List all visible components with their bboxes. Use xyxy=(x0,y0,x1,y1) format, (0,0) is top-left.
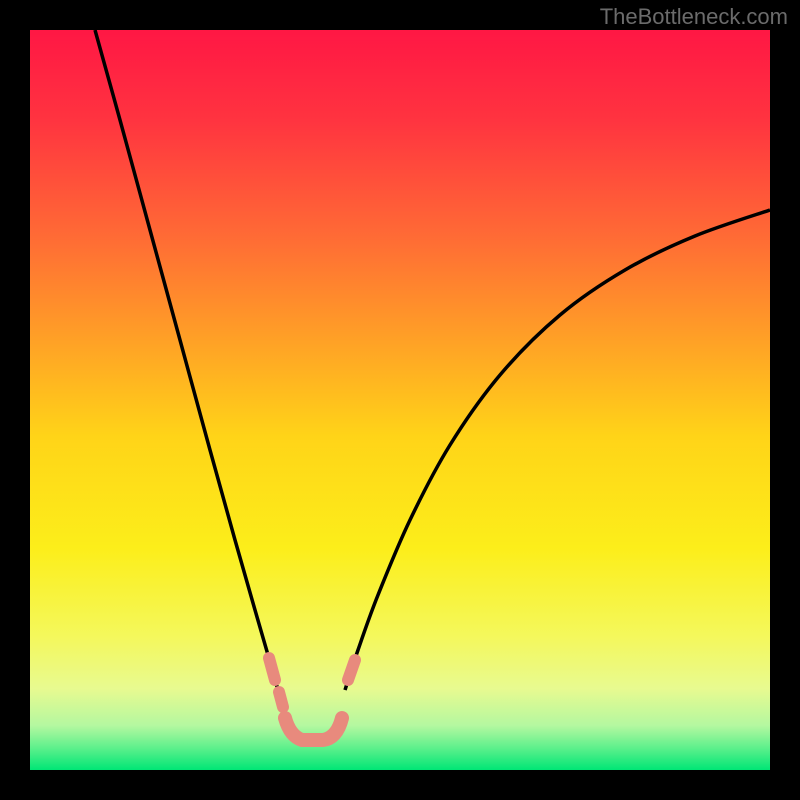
chart-root: TheBottleneck.com xyxy=(0,0,800,800)
bottleneck-curve-chart xyxy=(0,0,800,800)
marker-left-upper xyxy=(269,658,275,680)
plot-gradient-background xyxy=(30,30,770,770)
watermark-text: TheBottleneck.com xyxy=(600,4,788,30)
marker-left-lower xyxy=(279,692,283,707)
marker-right-upper xyxy=(348,660,355,680)
